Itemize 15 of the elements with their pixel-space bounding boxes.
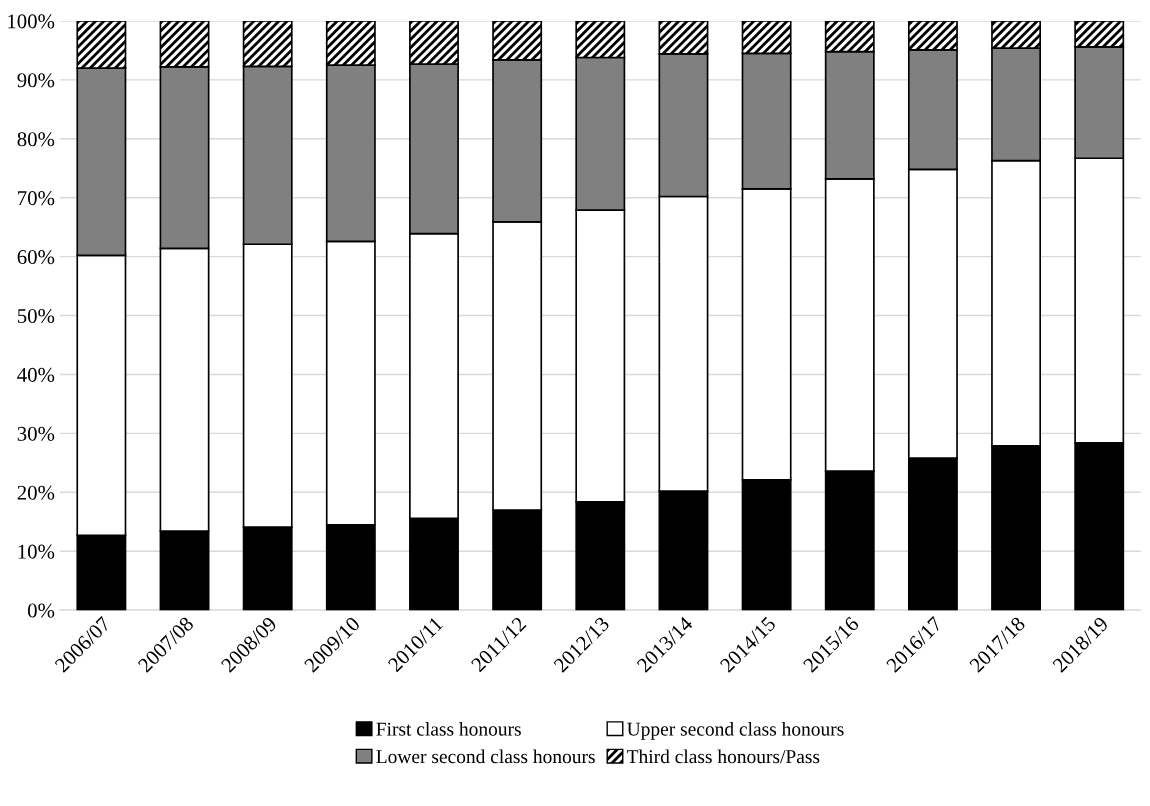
legend-label: Third class honours/Pass [627,749,820,764]
y-tick-label: 100% [8,14,55,29]
y-tick-label: 20% [17,485,55,500]
y-tick-label: 60% [17,250,55,265]
y-tick-label: 40% [17,367,55,382]
legend-label: Lower second class honours [376,749,595,764]
legend-label: First class honours [376,722,521,736]
y-tick-label: 50% [17,308,55,324]
y-tick-label: 0% [27,603,55,618]
y-tick-label: 80% [17,132,55,147]
y-tick-label: 30% [17,426,55,441]
legend-label: Upper second class honours [627,722,844,740]
y-tick-label: 70% [18,191,55,206]
y-tick-label: 90% [17,73,55,88]
y-tick-label: 10% [18,544,55,559]
